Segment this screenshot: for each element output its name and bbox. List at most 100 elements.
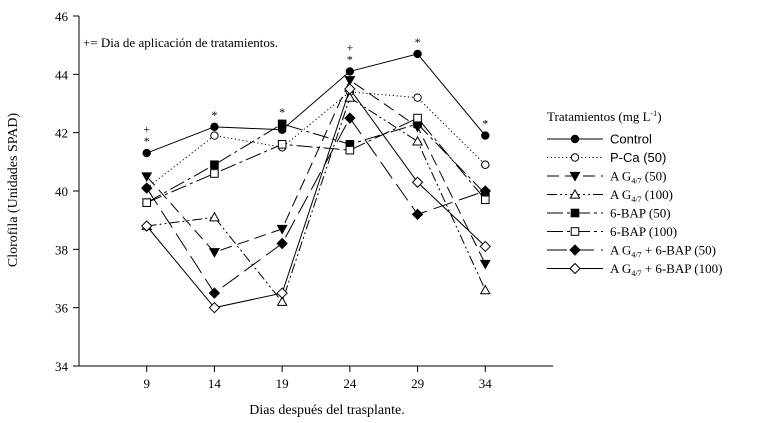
data-point xyxy=(210,122,219,132)
data-point xyxy=(142,198,152,207)
data-point xyxy=(210,131,219,140)
y-ticks: 34 36 38 40 42 44 46 xyxy=(55,9,79,374)
data-point xyxy=(569,244,581,256)
series-6 xyxy=(142,113,490,207)
data-point xyxy=(208,248,220,258)
data-point xyxy=(277,119,287,129)
significance-mark: * xyxy=(211,108,217,122)
data-point xyxy=(569,171,581,182)
significance-mark: * xyxy=(415,35,421,49)
legend-label: P-Ca (50) xyxy=(610,150,666,165)
data-point xyxy=(208,301,221,314)
annotation-text: += Dia de aplicación de tratamientos. xyxy=(83,35,278,50)
x-tick-label: 34 xyxy=(479,376,493,391)
data-point xyxy=(570,227,580,236)
legend-label: A G4/7 (50) xyxy=(610,169,666,186)
data-point xyxy=(479,185,491,197)
legend-item: A G4/7 + 6-BAP (100) xyxy=(547,261,722,278)
data-point xyxy=(570,153,580,162)
x-axis-label: Dias después del trasplante. xyxy=(249,403,405,418)
significance-mark: + xyxy=(143,122,150,136)
legend-label: 6-BAP (50) xyxy=(610,206,671,221)
data-point xyxy=(413,113,422,123)
y-tick-label: 40 xyxy=(55,184,68,199)
data-point xyxy=(569,262,581,275)
series-4 xyxy=(141,92,491,306)
legend-item: P-Ca (50) xyxy=(547,150,666,165)
data-point xyxy=(412,135,424,146)
data-point xyxy=(276,224,288,235)
data-point xyxy=(208,287,221,299)
series-7 xyxy=(141,112,491,299)
data-point xyxy=(481,160,490,169)
significance-mark: * xyxy=(279,105,285,119)
legend-item: A G4/7 (50) xyxy=(547,169,666,186)
legend-item: A G4/7 (100) xyxy=(547,187,673,204)
data-point xyxy=(141,220,153,232)
data-point xyxy=(210,169,219,178)
data-point xyxy=(570,134,580,144)
legend-item: 6-BAP (50) xyxy=(547,206,671,221)
series-layer xyxy=(141,49,491,314)
series-1 xyxy=(142,49,490,158)
legend: Tratamientos (mg L-1) Control P-Ca (50) A … xyxy=(547,109,722,278)
data-point xyxy=(411,208,424,221)
x-tick-label: 9 xyxy=(143,376,150,391)
data-point xyxy=(344,112,356,124)
data-point xyxy=(344,83,356,95)
data-point xyxy=(208,211,220,222)
data-point xyxy=(276,287,288,299)
y-tick-label: 44 xyxy=(55,67,69,82)
legend-label: A G4/7 + 6-BAP (50) xyxy=(610,243,716,260)
data-point xyxy=(413,93,422,102)
legend-item: A G4/7 + 6-BAP (50) xyxy=(547,243,716,260)
y-tick-label: 36 xyxy=(55,301,69,316)
data-point xyxy=(481,131,490,140)
data-point xyxy=(480,195,490,205)
data-point xyxy=(345,145,355,155)
data-point xyxy=(141,182,153,194)
legend-label: A G4/7 + 6-BAP (100) xyxy=(610,261,722,278)
y-tick-label: 42 xyxy=(55,126,68,141)
data-point xyxy=(479,284,491,295)
significance-mark: * xyxy=(482,117,488,131)
legend-label: Control xyxy=(610,132,652,147)
significance-mark: + xyxy=(346,40,353,54)
series-3 xyxy=(141,76,491,270)
series-line xyxy=(146,123,486,204)
series-line xyxy=(146,117,486,294)
x-tick-label: 24 xyxy=(343,376,357,391)
series-line xyxy=(146,91,486,189)
series-line xyxy=(146,53,486,154)
x-tick-label: 19 xyxy=(276,376,289,391)
x-ticks: 9 14 19 24 29 34 xyxy=(143,366,492,391)
series-line xyxy=(146,117,486,204)
y-tick-label: 46 xyxy=(55,9,69,24)
legend-item: 6-BAP (100) xyxy=(547,224,677,239)
legend-items: Control P-Ca (50) A G4/7 (50)A G4/7 (100) 6… xyxy=(547,132,722,278)
significance-mark: * xyxy=(144,134,150,148)
data-point xyxy=(277,140,287,149)
data-point xyxy=(142,148,151,158)
x-tick-label: 29 xyxy=(411,376,424,391)
significance-marks: *+* **+ ** xyxy=(143,35,488,148)
series-line xyxy=(146,96,486,303)
data-point xyxy=(344,76,356,86)
legend-label: 6-BAP (100) xyxy=(610,224,677,239)
legend-label: A G4/7 (100) xyxy=(610,187,673,204)
significance-mark: * xyxy=(347,52,353,66)
series-5 xyxy=(142,119,490,207)
legend-item: Control xyxy=(547,132,652,147)
series-line xyxy=(146,87,486,309)
y-tick-label: 38 xyxy=(55,242,68,257)
data-point xyxy=(276,237,288,250)
series-line xyxy=(146,79,486,265)
data-point xyxy=(345,67,355,76)
data-point xyxy=(411,176,424,188)
y-tick-label: 34 xyxy=(55,359,69,374)
data-point xyxy=(276,296,288,306)
data-point xyxy=(210,160,219,170)
data-point xyxy=(479,240,491,253)
